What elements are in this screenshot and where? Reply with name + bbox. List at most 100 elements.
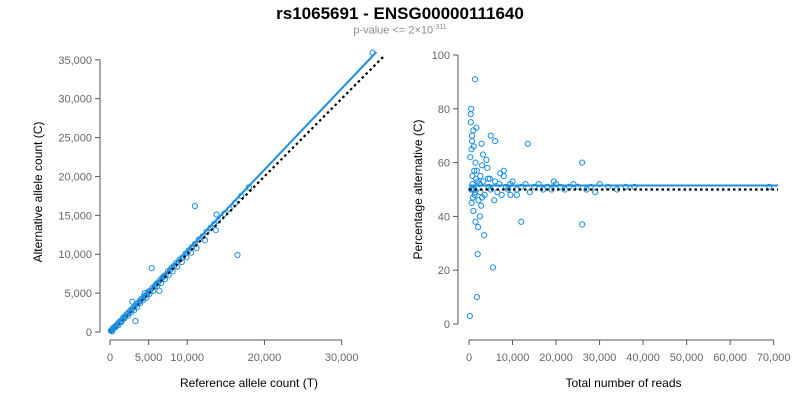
chart-right-data-point	[471, 167, 478, 174]
chart-right-data-point	[583, 186, 590, 193]
chart-right-data-point	[496, 181, 503, 188]
chart-right-data-point	[522, 181, 529, 188]
chart-left-reference-line	[109, 54, 386, 333]
chart-right-data-point	[592, 189, 599, 196]
chart-right-data-point	[470, 207, 477, 215]
chart-right-y-tick-label: 0	[444, 319, 450, 331]
chart-right-data-point	[486, 175, 493, 182]
chart-right-data-point	[473, 294, 480, 301]
chart-right-data-point	[467, 111, 474, 118]
chart-left-y-tick-label: 20,000	[58, 171, 92, 183]
chart-right-x-tick-label: 70,000	[757, 352, 791, 364]
chart-right-data-point	[487, 132, 494, 139]
chart-right-data-point	[497, 170, 504, 177]
chart-right-data-point	[478, 140, 485, 147]
chart-right-y-tick-label: 20	[438, 265, 450, 277]
chart-right-y-tick-label: 80	[438, 104, 450, 116]
chart-right-data-point	[475, 224, 482, 231]
chart-right-data-point	[491, 197, 498, 204]
chart-left-data-point	[156, 287, 163, 294]
chart-left-y-tick-label: 25,000	[58, 133, 92, 145]
chart-left-x-tick-label: 30,000	[325, 352, 359, 364]
chart-right-data-point	[478, 162, 486, 169]
chart-right-data-point	[466, 312, 473, 320]
chart-right-data-point	[469, 172, 476, 180]
chart-right-data-point	[489, 264, 497, 271]
chart-right-data-point	[518, 218, 525, 225]
chart-right-data-point	[500, 167, 507, 174]
chart-left-data-point	[203, 228, 210, 235]
chart-left-x-axis-title: Reference allele count (T)	[180, 376, 318, 390]
chart-right-x-tick-label: 10,000	[496, 352, 530, 364]
chart-left-y-tick-label: 15,000	[58, 210, 92, 222]
chart-right-data-point	[579, 159, 586, 166]
chart-right-data-point	[471, 76, 479, 83]
chart-right-data-point	[474, 250, 481, 258]
chart-right-x-tick-label: 40,000	[626, 352, 660, 364]
chart-right-y-axis-title: Percentage alternative (C)	[411, 119, 425, 259]
chart-right-data-point	[468, 137, 476, 145]
chart-left-data-point	[134, 300, 141, 307]
chart-right-data-point	[492, 137, 499, 145]
chart-right-data-point	[478, 194, 486, 201]
chart-right-data-point	[481, 232, 488, 239]
subtitle-prefix: p-value <= 2×10	[353, 24, 434, 37]
chart-left-y-tick-label: 35,000	[58, 55, 92, 67]
chart-left-data-point	[234, 251, 241, 259]
chart-right-data-point	[579, 221, 586, 228]
chart-right-data-point	[500, 172, 507, 180]
chart-right-x-tick-label: 30,000	[583, 352, 617, 364]
chart-right-data-point	[518, 183, 525, 190]
chart-left-data-point	[212, 227, 219, 234]
chart-right-data-point	[550, 178, 557, 185]
chart-right-data-point	[507, 191, 514, 198]
chart-right-y-tick-label: 40	[438, 211, 450, 223]
chart-right-data-point	[509, 178, 516, 185]
chart-left-data-point	[125, 309, 132, 316]
chart-left-y-tick-label: 0	[86, 327, 92, 339]
chart-right-data-point	[492, 178, 499, 185]
chart-left-data-point	[195, 236, 202, 243]
chart-right-data-point	[498, 191, 505, 198]
chart-right-data-point	[535, 181, 542, 188]
chart-left-x-tick-label: 0	[107, 352, 113, 364]
chart-left-data-point	[178, 258, 185, 266]
chart-right-data-point	[476, 213, 483, 220]
chart-right-x-tick-label: 0	[466, 352, 472, 364]
chart-right-data-point	[469, 194, 477, 201]
chart-right-data-point	[513, 191, 520, 198]
chart-right-data-point	[468, 146, 475, 153]
chart-left-fit-line	[109, 51, 378, 333]
chart-right-data-point	[524, 140, 531, 147]
chart-right-data-point	[548, 186, 555, 193]
chart-right-data-point	[531, 183, 538, 190]
chart-right-data-point	[622, 183, 629, 190]
chart-left-data-point	[213, 211, 220, 218]
chart-right-data-point	[467, 119, 474, 126]
chart-right-data-point	[485, 175, 492, 182]
chart-left-y-tick-label: 5,000	[64, 288, 92, 300]
chart-right-data-point	[473, 167, 480, 174]
chart-right-data-point	[766, 183, 773, 190]
chart-left-x-tick-label: 20,000	[248, 352, 282, 364]
chart-right-data-point	[468, 199, 475, 207]
chart-right-data-point	[561, 186, 568, 193]
chart-right-x-axis-title: Total number of reads	[565, 376, 681, 390]
chart-right-panel: 0 20 40 60 80 100 0 10,000 20,000 30,000 40,000 50,…	[411, 50, 790, 390]
chart-left-y-tick-label: 10,000	[58, 249, 92, 261]
chart-left-data-point	[132, 318, 139, 325]
chart-right-data-point	[472, 159, 479, 166]
chart-left-panel: 0 5,000 10,000 15,000 20,000 25,000 30,000 35,0…	[31, 49, 386, 390]
subtitle-exponent: -311	[433, 24, 447, 31]
chart-right-data-point	[574, 183, 581, 190]
chart-right-data-point	[473, 124, 480, 131]
chart-right-data-point	[596, 181, 603, 188]
chart-title: rs1065691 - ENSG00000111640	[276, 4, 524, 23]
chart-left-x-tick-label: 5,000	[135, 352, 163, 364]
chart-right-data-point	[483, 156, 490, 164]
chart-left-y-tick-label: 30,000	[58, 94, 92, 106]
chart-right-data-point	[468, 105, 475, 112]
chart-right-data-point	[468, 132, 476, 139]
chart-left-data-point	[148, 265, 155, 272]
